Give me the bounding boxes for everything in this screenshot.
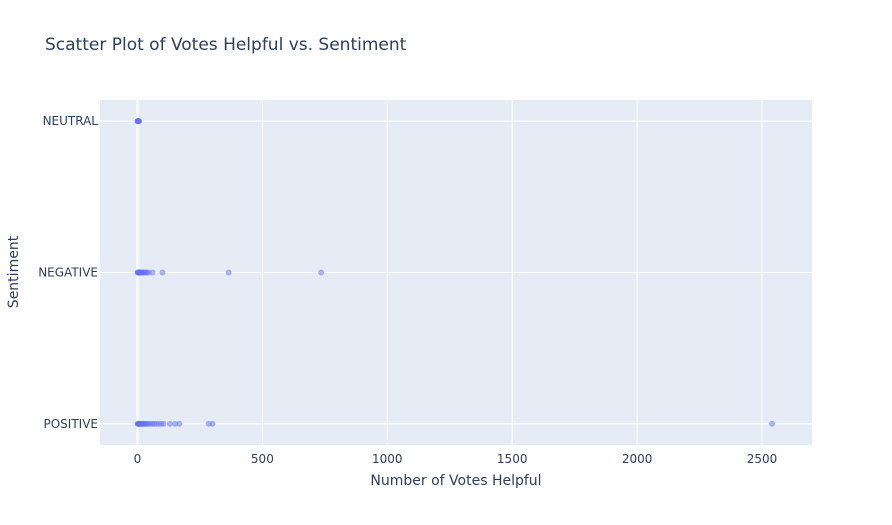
data-point: [159, 269, 166, 276]
data-point: [318, 269, 325, 276]
data-point: [149, 269, 156, 276]
data-point: [166, 420, 173, 427]
y-tick-label: POSITIVE: [44, 417, 99, 431]
x-axis-ticks: 0 500 1000 1500 2000 2500: [134, 452, 778, 466]
data-point: [176, 420, 183, 427]
x-tick-label: 2500: [747, 452, 778, 466]
x-tick-label: 2000: [622, 452, 653, 466]
y-axis-title: Sentiment: [6, 235, 22, 308]
chart-title: Scatter Plot of Votes Helpful vs. Sentim…: [45, 35, 407, 55]
y-tick-label: NEUTRAL: [43, 114, 99, 128]
data-points: [134, 118, 776, 427]
grid-lines: [100, 100, 812, 445]
y-tick-label: NEGATIVE: [38, 266, 98, 280]
data-point: [171, 420, 178, 427]
x-tick-label: 1500: [497, 452, 528, 466]
data-point: [136, 118, 143, 125]
y-axis-ticks: POSITIVE NEGATIVE NEUTRAL: [38, 114, 98, 431]
data-point: [160, 420, 167, 427]
x-tick-label: 0: [134, 452, 142, 466]
x-axis-title: Number of Votes Helpful: [370, 473, 541, 489]
x-tick-label: 1000: [372, 452, 403, 466]
data-point: [209, 420, 216, 427]
data-point: [769, 420, 776, 427]
x-tick-label: 500: [251, 452, 274, 466]
data-point: [225, 269, 232, 276]
